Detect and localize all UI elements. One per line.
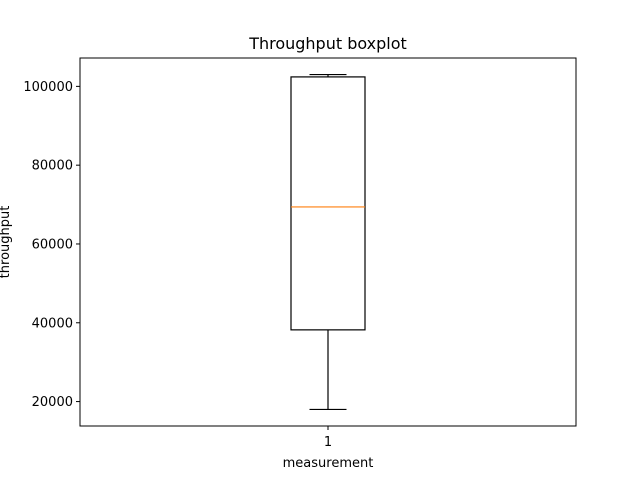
x-axis-label: measurement <box>283 456 374 471</box>
y-tick-label: 80000 <box>32 159 73 174</box>
x-axis-ticks: 1 <box>324 426 332 450</box>
box-iqr <box>290 76 366 331</box>
y-tick-label: 40000 <box>32 316 73 331</box>
y-tick-label: 20000 <box>32 395 73 410</box>
y-axis-ticks: 20000 40000 60000 80000 100000 <box>23 80 80 410</box>
y-tick-label: 60000 <box>32 237 73 252</box>
chart-title: Throughput boxplot <box>248 34 407 53</box>
box-layer <box>290 73 366 411</box>
y-tick-label: 100000 <box>23 80 73 95</box>
y-axis-label: throughput <box>0 206 13 279</box>
x-tick-label: 1 <box>324 435 332 450</box>
